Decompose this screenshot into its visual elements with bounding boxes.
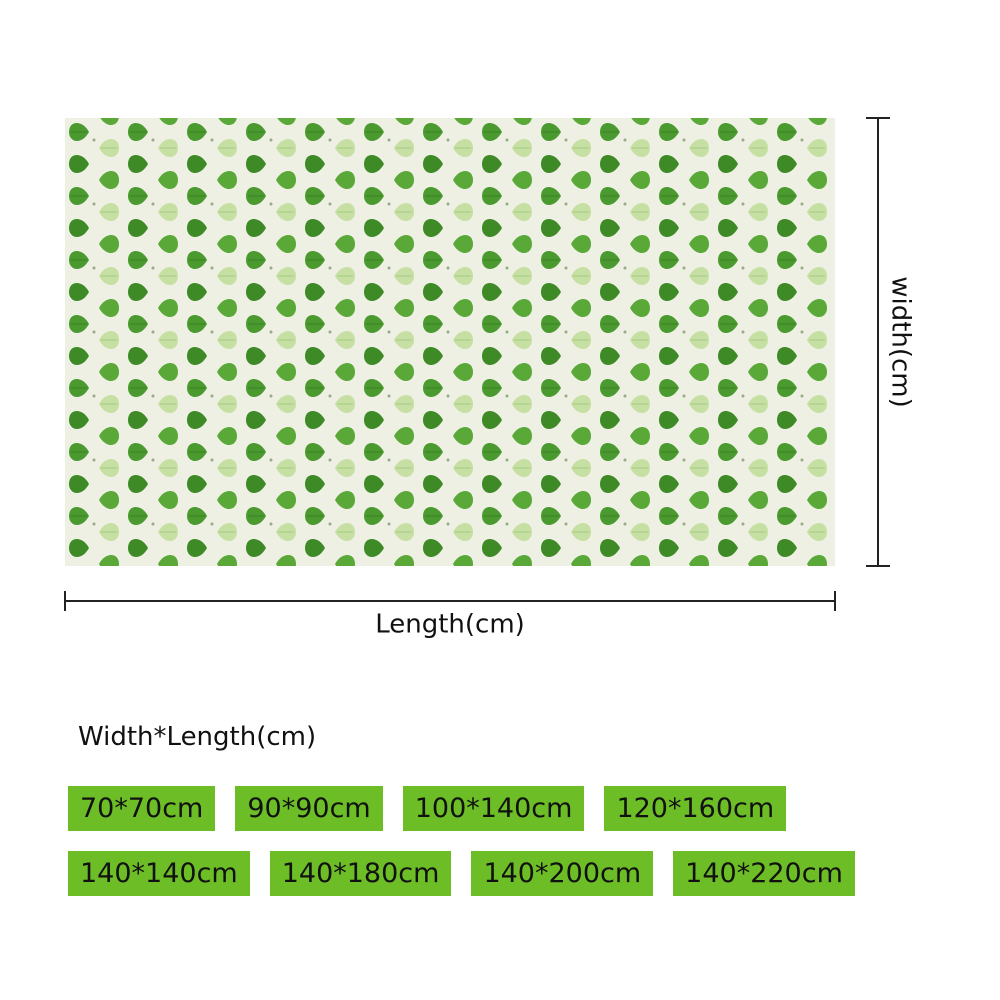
product-illustration: width(cm) Length(cm) [64,117,916,640]
size-heading: Width*Length(cm) [78,722,317,752]
size-option: 100*140cm [402,786,585,831]
width-label: width(cm) [886,276,916,408]
size-option: 140*200cm [471,851,654,896]
dimension-lines [64,117,890,611]
length-label: Length(cm) [375,610,525,640]
size-row: 140*140cm 140*180cm 140*200cm 140*220cm [68,851,855,896]
size-option: 120*160cm [604,786,787,831]
size-option: 70*70cm [68,786,216,831]
size-option: 140*220cm [673,851,855,896]
size-option: 140*140cm [68,851,250,896]
size-row: 70*70cm 90*90cm 100*140cm 120*160cm [68,786,787,831]
fabric-pattern [65,118,835,566]
size-option: 90*90cm [235,786,383,831]
size-option: 140*180cm [269,851,452,896]
